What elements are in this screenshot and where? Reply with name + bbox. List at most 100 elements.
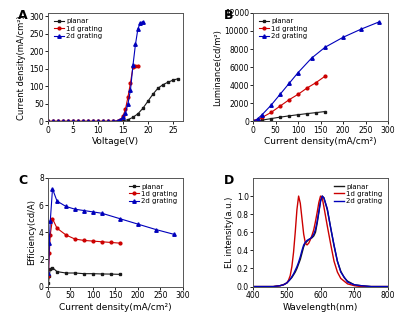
planar: [176, 77, 180, 81]
planar: [170, 78, 175, 82]
planar: [281, 283, 286, 287]
planar: [64, 271, 68, 275]
planar: [332, 244, 336, 248]
planar: [251, 119, 256, 123]
Text: C: C: [18, 174, 28, 187]
2d grating: [66, 119, 70, 123]
1d grating: [253, 119, 258, 123]
1d grating: [314, 80, 318, 84]
2d grating: [287, 81, 292, 85]
1d grating: [296, 92, 300, 96]
1d grating: [313, 220, 318, 223]
planar: [160, 83, 165, 87]
2d grating: [118, 118, 123, 122]
2d grating: [288, 278, 292, 281]
planar: [311, 234, 316, 238]
1d grating: [345, 282, 350, 286]
1d grating: [278, 284, 282, 288]
planar: [166, 80, 170, 84]
2d grating: [296, 260, 301, 264]
1d grating: [60, 119, 65, 123]
planar: [287, 114, 292, 118]
planar: [271, 285, 276, 289]
planar: [342, 276, 346, 279]
2d grating: [269, 103, 274, 107]
planar: [322, 196, 326, 200]
2d grating: [300, 249, 304, 252]
2d grating: [318, 200, 323, 204]
2d grating: [140, 20, 145, 24]
2d grating: [251, 119, 256, 123]
planar: [294, 267, 299, 270]
2d grating: [47, 241, 52, 245]
1d grating: [264, 285, 269, 289]
2d grating: [251, 285, 256, 289]
2d grating: [46, 271, 51, 275]
2d grating: [54, 199, 59, 203]
2d grating: [64, 204, 68, 208]
planar: [50, 266, 55, 270]
2d grating: [60, 119, 65, 123]
planar: [264, 285, 269, 289]
2d grating: [118, 217, 122, 221]
Text: B: B: [223, 9, 233, 22]
Y-axis label: Efficiency(cd/A): Efficiency(cd/A): [27, 199, 36, 265]
planar: [130, 115, 135, 119]
2d grating: [359, 284, 364, 288]
planar: [298, 258, 303, 261]
2d grating: [325, 207, 330, 211]
2d grating: [305, 239, 310, 242]
1d grating: [116, 119, 120, 123]
1d grating: [298, 201, 303, 205]
2d grating: [303, 240, 308, 244]
1d grating: [300, 217, 304, 221]
2d grating: [56, 119, 60, 123]
2d grating: [255, 117, 260, 121]
2d grating: [82, 209, 86, 213]
2d grating: [311, 232, 316, 236]
1d grating: [278, 104, 282, 108]
2d grating: [48, 220, 53, 223]
planar: [359, 284, 364, 288]
1d grating: [328, 242, 333, 246]
planar: [136, 112, 140, 116]
Line: 2d grating: 2d grating: [253, 196, 388, 287]
planar: [303, 241, 308, 245]
planar: [288, 278, 292, 281]
Legend: planar, 1d grating, 2d grating: planar, 1d grating, 2d grating: [52, 16, 104, 41]
planar: [316, 211, 321, 214]
Text: D: D: [223, 174, 234, 187]
2d grating: [264, 285, 269, 289]
planar: [296, 262, 301, 266]
2d grating: [301, 243, 306, 247]
planar: [258, 285, 262, 289]
planar: [305, 112, 310, 116]
1d grating: [332, 259, 336, 263]
1d grating: [110, 119, 115, 123]
planar: [60, 119, 65, 123]
planar: [47, 274, 52, 278]
2d grating: [130, 63, 135, 67]
2d grating: [136, 222, 140, 226]
1d grating: [320, 196, 325, 200]
1d grating: [136, 64, 140, 68]
2d grating: [154, 228, 158, 232]
1d grating: [335, 270, 340, 274]
2d grating: [172, 232, 176, 236]
planar: [100, 119, 105, 123]
1d grating: [323, 74, 328, 78]
1d grating: [271, 285, 276, 289]
planar: [251, 285, 256, 289]
2d grating: [110, 119, 115, 123]
1d grating: [296, 194, 301, 198]
planar: [338, 269, 343, 273]
1d grating: [46, 274, 51, 278]
X-axis label: Wavelength(nm): Wavelength(nm): [283, 303, 358, 311]
Legend: planar, 1d grating, 2d grating: planar, 1d grating, 2d grating: [256, 16, 310, 41]
planar: [116, 119, 120, 123]
planar: [352, 283, 357, 287]
1d grating: [281, 283, 286, 287]
planar: [54, 270, 59, 274]
1d grating: [130, 65, 135, 69]
1d grating: [100, 240, 104, 244]
